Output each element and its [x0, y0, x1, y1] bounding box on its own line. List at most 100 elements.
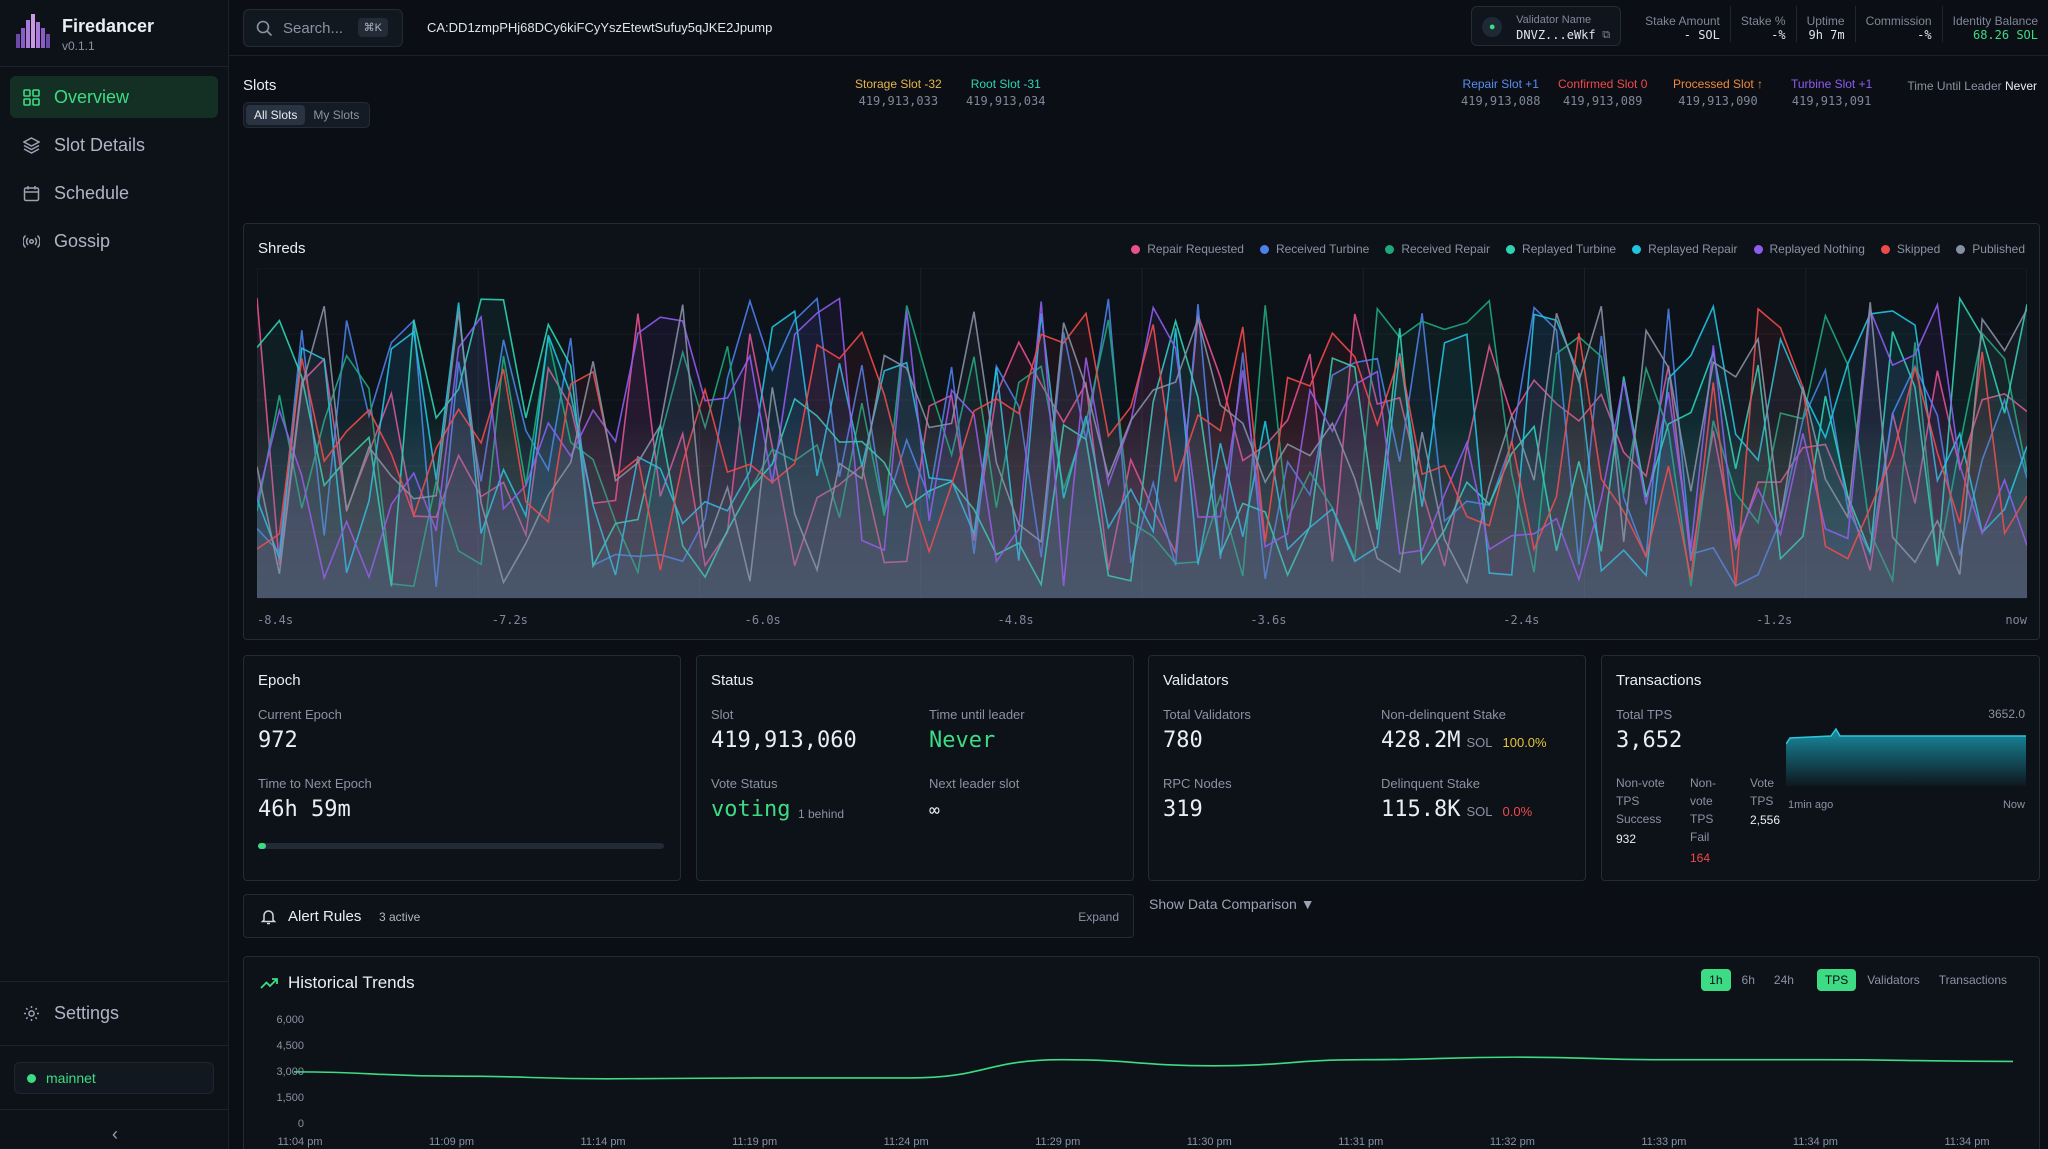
legend-swatch-icon	[1753, 244, 1763, 254]
validator-name-box[interactable]: ● Validator Name DNVZ...eWkf ⧉	[1471, 6, 1622, 46]
stake-percent-stat: Stake % -%	[1729, 6, 1796, 42]
tps-area	[1786, 729, 2026, 786]
divider	[0, 66, 229, 67]
nav-item-schedule[interactable]: Schedule	[10, 172, 218, 214]
series-line	[257, 296, 2027, 587]
calendar-icon	[22, 184, 40, 202]
x-tick-label: 11:09 pm	[429, 1136, 474, 1148]
shreds-chart: -8.4s -7.2s -6.0s -4.8s -3.6s -2.4s -1.2s now	[257, 268, 2027, 627]
epoch-title: Epoch	[258, 672, 301, 689]
historical-chart: 6,000 4,500 3,000 1,500 0 11:04 pm 11:09 pm 11:…	[276, 1014, 2014, 1148]
legend-label: Published	[1972, 242, 2025, 256]
nonvote-success-value: 932	[1616, 832, 1637, 846]
metric-validators-button[interactable]: Validators	[1867, 973, 1920, 987]
time-until-leader: Time Until Leader Never	[1907, 79, 2037, 93]
alert-rules-bar: Alert Rules 3 active Expand	[243, 894, 1134, 938]
nav-label: Schedule	[54, 182, 130, 203]
contract-address[interactable]: CA:DD1zmpPHj68DCy6kiFCyYszEtewtSufuy5qJK…	[427, 20, 773, 35]
metric-tps-button[interactable]: TPS	[1816, 969, 1857, 991]
nondelinquent-unit: SOL	[1466, 735, 1493, 750]
series-area	[257, 300, 2027, 598]
network-badge[interactable]: mainnet	[14, 1062, 214, 1094]
x-tick-label: 11:30 pm	[1187, 1136, 1232, 1148]
show-data-comparison-button[interactable]: Show Data Comparison ▼	[1149, 896, 1315, 912]
divider	[0, 981, 229, 982]
range-6h-button[interactable]: 6h	[1741, 973, 1755, 987]
expand-button[interactable]: Expand	[1078, 910, 1119, 924]
my-slots-tab[interactable]: My Slots	[313, 108, 360, 122]
y-tick-label: 3,000	[276, 1066, 304, 1078]
legend-item[interactable]: Received Turbine	[1259, 242, 1369, 256]
x-tick-label: 11:24 pm	[884, 1136, 929, 1148]
epoch-progress-bar	[258, 843, 664, 849]
epoch-progress-fill	[258, 843, 266, 849]
delinquent-value-row: 115.8K SOL 0.0%	[1381, 797, 1532, 822]
x-tick-label: 11:32 pm	[1490, 1136, 1535, 1148]
nav-label: Overview	[54, 86, 130, 107]
tps-sparkline	[1786, 727, 2026, 786]
time-until-leader-value: Never	[929, 728, 996, 753]
settings-button[interactable]: Settings	[10, 992, 218, 1034]
epoch-panel: Epoch Current Epoch 972 Time to Next Epo…	[243, 655, 681, 881]
current-epoch-value: 972	[258, 728, 298, 753]
status-dot-icon	[27, 1073, 36, 1083]
shreds-title: Shreds	[258, 240, 306, 257]
legend-swatch-icon	[1880, 244, 1890, 254]
x-tick-label: 11:31 pm	[1338, 1136, 1383, 1148]
alert-rules-count: 3 active	[379, 910, 421, 924]
legend-item[interactable]: Repair Requested	[1131, 242, 1244, 256]
confirmed-slot: Confirmed Slot 0 419,913,089	[1558, 77, 1648, 108]
copy-icon[interactable]: ⧉	[1602, 29, 1611, 41]
series-line	[257, 297, 2027, 571]
nondelinquent-value: 428.2M	[1381, 728, 1461, 753]
rpc-nodes-label: RPC Nodes	[1163, 776, 1232, 791]
transactions-panel: Transactions Total TPS 3,652 Non-vote TP…	[1601, 655, 2040, 881]
firedancer-logo-icon	[16, 14, 50, 48]
collapse-sidebar-button[interactable]: ‹	[112, 1124, 118, 1144]
delinquent-unit: SOL	[1466, 804, 1493, 819]
legend-swatch-icon	[1632, 244, 1642, 254]
x-tick-label: -4.8s	[998, 613, 1034, 627]
nav-item-overview[interactable]: Overview	[10, 76, 218, 118]
x-tick-label: -6.0s	[745, 613, 781, 627]
legend-item[interactable]: Replayed Turbine	[1506, 242, 1616, 256]
layers-icon	[22, 136, 40, 154]
x-tick-label: -7.2s	[492, 613, 528, 627]
series-line	[257, 295, 2027, 588]
grid-icon	[22, 88, 40, 106]
next-epoch-label: Time to Next Epoch	[258, 776, 372, 791]
legend-item[interactable]: Skipped	[1880, 242, 1940, 256]
nav-item-slot-details[interactable]: Slot Details	[10, 124, 218, 166]
slots-toggle: All Slots My Slots	[243, 102, 371, 128]
top-bar: Search... ⌘K CA:DD1zmpPHj68DCy6kiFCyYszE…	[229, 0, 2048, 56]
x-tick-label: 11:33 pm	[1641, 1136, 1686, 1148]
nonvote-fail-value: 164	[1690, 851, 1711, 865]
series-area	[257, 298, 2027, 598]
vote-status-label: Vote Status	[711, 776, 778, 791]
slot-value: 419,913,060	[711, 728, 857, 753]
legend-item[interactable]: Published	[1956, 242, 2025, 256]
x-tick-label: -8.4s	[257, 613, 293, 627]
metric-transactions-button[interactable]: Transactions	[1938, 973, 2007, 987]
x-tick-label: -3.6s	[1250, 613, 1286, 627]
x-tick-label: now	[2005, 613, 2027, 627]
transactions-title: Transactions	[1616, 672, 1702, 689]
range-1h-button[interactable]: 1h	[1701, 969, 1731, 991]
search-input[interactable]: Search... ⌘K	[243, 9, 403, 47]
total-tps-label: Total TPS	[1616, 707, 1673, 722]
y-tick-label: 4,500	[276, 1040, 304, 1052]
nav-label: Slot Details	[54, 134, 146, 155]
bell-icon	[260, 910, 277, 925]
legend-item[interactable]: Replayed Repair	[1632, 242, 1738, 256]
legend-item[interactable]: Replayed Nothing	[1753, 242, 1865, 256]
nav-item-gossip[interactable]: Gossip	[10, 220, 218, 262]
all-slots-tab[interactable]: All Slots	[246, 105, 306, 125]
range-24h-button[interactable]: 24h	[1773, 973, 1794, 987]
identity-balance-stat: Identity Balance 68.26 SOL	[1941, 6, 2048, 42]
legend-item[interactable]: Received Repair	[1385, 242, 1490, 256]
alert-rules-title: Alert Rules	[288, 908, 362, 925]
x-tick-label: 11:04 pm	[277, 1136, 322, 1148]
nonvote-fail-label: Non-vote TPS Fail	[1690, 776, 1717, 844]
brand[interactable]: Firedancer v0.1.1	[12, 10, 222, 56]
vote-status-value: voting	[711, 797, 791, 822]
